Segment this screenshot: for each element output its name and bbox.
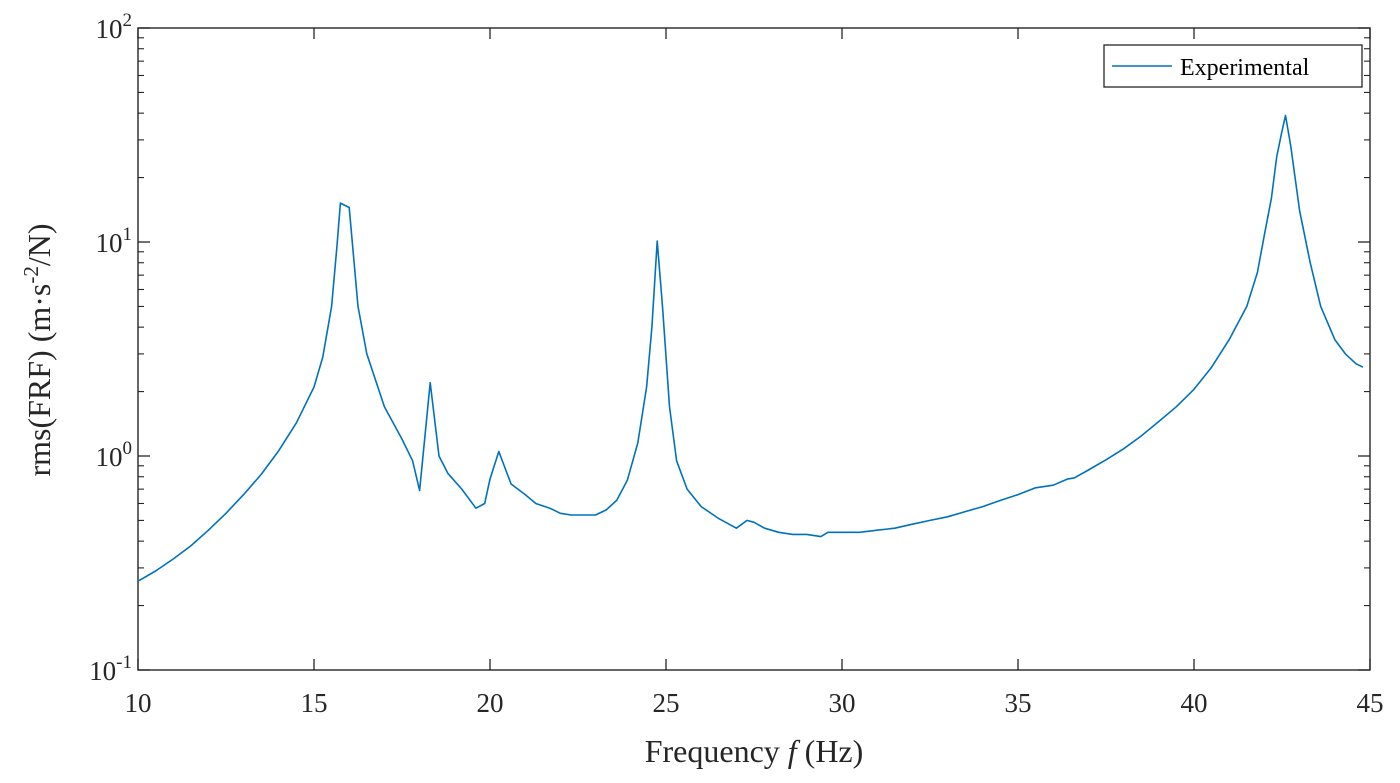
- x-tick-label: 25: [653, 688, 680, 718]
- x-axis-label: Frequency f (Hz): [645, 733, 864, 769]
- y-tick-label: 101: [96, 224, 133, 258]
- x-tick-label: 30: [829, 688, 856, 718]
- series-layer: [137, 114, 1364, 582]
- series-line-experimental: [137, 114, 1364, 582]
- y-tick-label: 10-1: [89, 652, 132, 686]
- axes-box: [137, 27, 1371, 671]
- x-tick-label: 15: [301, 688, 328, 718]
- x-axis-ticks: 10 15 20 25 30 35 40 45: [125, 28, 1384, 718]
- x-tick-label: 20: [477, 688, 504, 718]
- legend: Experimental: [1103, 44, 1363, 88]
- plot-area-background: [138, 28, 1370, 670]
- legend-label: Experimental: [1180, 55, 1310, 81]
- x-tick-label: 40: [1181, 688, 1208, 718]
- y-tick-label: 102: [96, 10, 133, 44]
- y-axis-label: rms(FRF) (m·s-2/N): [19, 223, 57, 476]
- y-axis-ticks: 10-1 100 101 102: [89, 10, 1370, 686]
- x-tick-label: 35: [1005, 688, 1032, 718]
- x-tick-label: 45: [1357, 688, 1384, 718]
- y-tick-label: 100: [96, 438, 133, 472]
- axes-frame: [137, 27, 1371, 671]
- x-tick-label: 10: [125, 688, 152, 718]
